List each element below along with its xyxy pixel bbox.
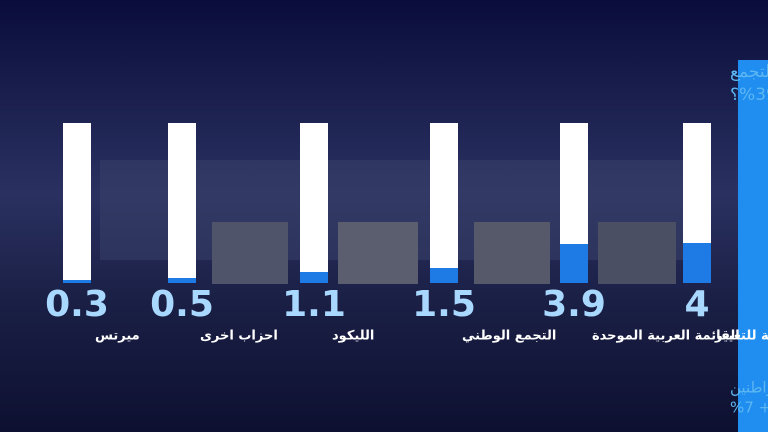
bar-track: [63, 123, 91, 283]
bar: [683, 243, 711, 283]
chart-title: ما هو عدد المقاعد المتوقعة في حال خوض ال…: [730, 62, 768, 82]
value-label: 0.3: [45, 284, 109, 325]
bar: [168, 278, 196, 283]
bar: [300, 272, 328, 283]
value-label: 1.5: [412, 284, 476, 325]
note: الاستطلاع اجري من قبل "ستاتنت" والعينة ش…: [730, 379, 768, 398]
value-label: 0.5: [150, 284, 214, 325]
category-label: الليكود: [332, 329, 374, 344]
chart-title: الانتخابات بقائمة مستقلة ونسبة التصويت ك…: [730, 85, 768, 105]
category-label: القائمة العربية الموحدة: [592, 329, 740, 344]
bar-track: [168, 123, 196, 283]
category-label: ميرتس: [95, 329, 140, 344]
category-label: التجمع الوطني: [462, 329, 556, 344]
category-label: الجبهة والعربية للتغيير: [714, 329, 768, 344]
photo: [598, 222, 676, 284]
photos: [212, 222, 676, 284]
bar: [560, 244, 588, 283]
photo: [338, 222, 418, 284]
bar: [430, 268, 458, 283]
side-stripe: [738, 60, 768, 432]
photo: [212, 222, 288, 284]
bar-track: [430, 123, 458, 283]
bar-track: [300, 123, 328, 283]
bar: [63, 280, 91, 283]
value-label: 4: [684, 284, 709, 325]
category-label: احزاب اخرى: [200, 329, 278, 344]
note: العرب، ونسبة الخطأ + 7%: [730, 397, 768, 417]
value-label: 1.1: [282, 284, 346, 325]
value-label: 3.9: [542, 284, 606, 325]
photo: [474, 222, 550, 284]
